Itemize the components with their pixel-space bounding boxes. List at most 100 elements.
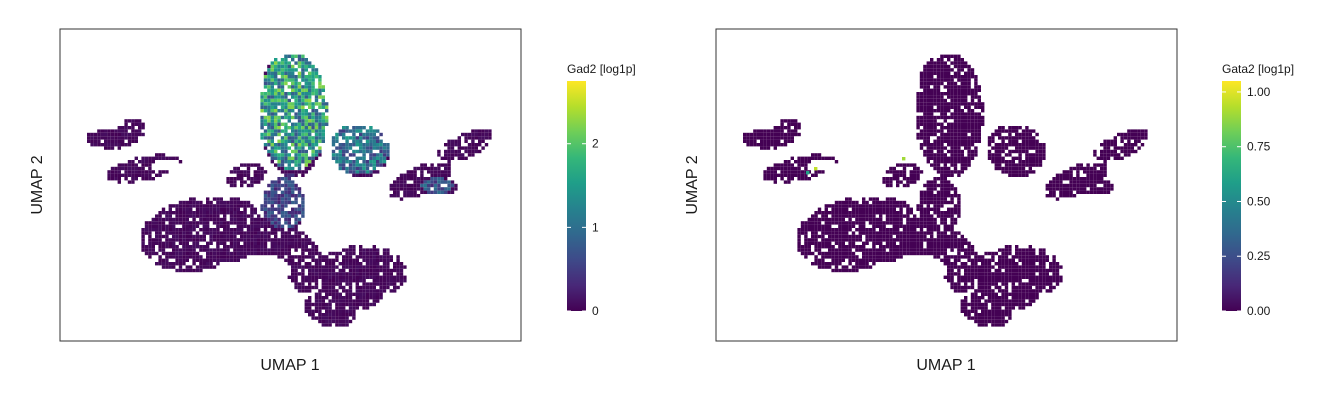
cell-point [1062, 187, 1066, 191]
cell-point [834, 228, 839, 232]
cell-point [447, 149, 451, 154]
cell-point [1028, 166, 1032, 171]
cell-point [957, 194, 961, 198]
cell-point [362, 170, 366, 174]
cell-point [930, 78, 934, 82]
cell-point [236, 177, 240, 181]
cell-point [957, 119, 961, 123]
cell-point [342, 149, 346, 154]
cell-point [974, 258, 978, 262]
cell-point [379, 153, 383, 157]
cell-point [348, 299, 353, 303]
cell-point [783, 170, 788, 174]
cell-point [964, 238, 968, 242]
cell-point [1140, 132, 1145, 137]
cell-point [325, 302, 329, 307]
cell-point [800, 173, 805, 177]
cell-point [335, 153, 339, 157]
cell-point [981, 262, 985, 266]
cell-point [280, 136, 285, 140]
cell-point [277, 251, 281, 256]
cell-point [1025, 146, 1029, 150]
cell-point [348, 319, 353, 324]
cell-point [994, 309, 998, 313]
cell-point [1035, 258, 1039, 262]
cell-point [138, 160, 142, 164]
cell-point [352, 313, 356, 317]
cell-point [855, 245, 859, 249]
cell-point [246, 214, 251, 218]
cell-point [855, 207, 859, 211]
cell-point [263, 132, 268, 137]
cell-point [141, 238, 145, 242]
cell-point [889, 228, 893, 232]
cell-point [141, 234, 145, 239]
cell-point [981, 279, 985, 283]
cell-point [953, 92, 958, 96]
cell-point [977, 88, 981, 92]
cell-point [916, 98, 920, 103]
cell-point [892, 217, 896, 222]
cell-point [321, 316, 325, 320]
cell-point [855, 268, 859, 273]
cell-point [175, 204, 179, 208]
cell-point [950, 156, 954, 160]
cell-point [274, 156, 278, 160]
cell-point [967, 68, 971, 72]
cell-point [277, 255, 281, 259]
cell-point [158, 153, 162, 157]
cell-point [885, 180, 890, 184]
cell-point [314, 156, 319, 160]
cell-point [1025, 126, 1029, 130]
cell-point [906, 183, 910, 188]
cell-point [321, 136, 325, 140]
cell-point [189, 268, 193, 273]
cell-point [263, 228, 268, 232]
cell-point [882, 204, 886, 208]
cell-point [977, 258, 981, 262]
cell-point [1021, 255, 1026, 259]
cell-point [202, 211, 206, 215]
cell-point [1001, 302, 1005, 307]
cell-point [824, 156, 828, 160]
cell-point [240, 217, 244, 222]
cell-point [913, 170, 917, 174]
cell-point [780, 126, 784, 130]
cell-point [957, 211, 961, 215]
cell-point [246, 248, 251, 252]
cell-point [940, 75, 944, 79]
cell-point [916, 170, 920, 174]
cell-point [841, 241, 845, 245]
cell-point [280, 197, 285, 201]
cell-point [981, 265, 985, 269]
cell-point [970, 109, 975, 113]
cell-point [1001, 126, 1005, 130]
cell-point [301, 112, 305, 116]
cell-point [233, 217, 237, 222]
cell-point [362, 282, 366, 286]
cell-point [950, 122, 954, 126]
cell-point [1028, 139, 1032, 143]
cell-point [1011, 302, 1015, 307]
cell-point [236, 251, 240, 256]
cell-point [386, 268, 390, 273]
cell-point [960, 156, 964, 160]
cell-point [308, 81, 312, 86]
cell-point [314, 115, 319, 120]
cell-point [444, 187, 448, 191]
cell-point [943, 197, 947, 201]
cell-point [1093, 177, 1097, 181]
cell-point [430, 190, 434, 194]
cell-point [314, 299, 319, 303]
cell-point [1052, 255, 1056, 259]
cell-point [987, 289, 992, 293]
cell-point [399, 282, 404, 286]
cell-point [260, 126, 264, 130]
cell-point [1008, 248, 1012, 252]
cell-point [1089, 180, 1094, 184]
cell-point [274, 183, 278, 188]
cell-point [277, 126, 281, 130]
cell-point [369, 126, 373, 130]
cell-point [923, 95, 927, 99]
cell-point [270, 248, 274, 252]
